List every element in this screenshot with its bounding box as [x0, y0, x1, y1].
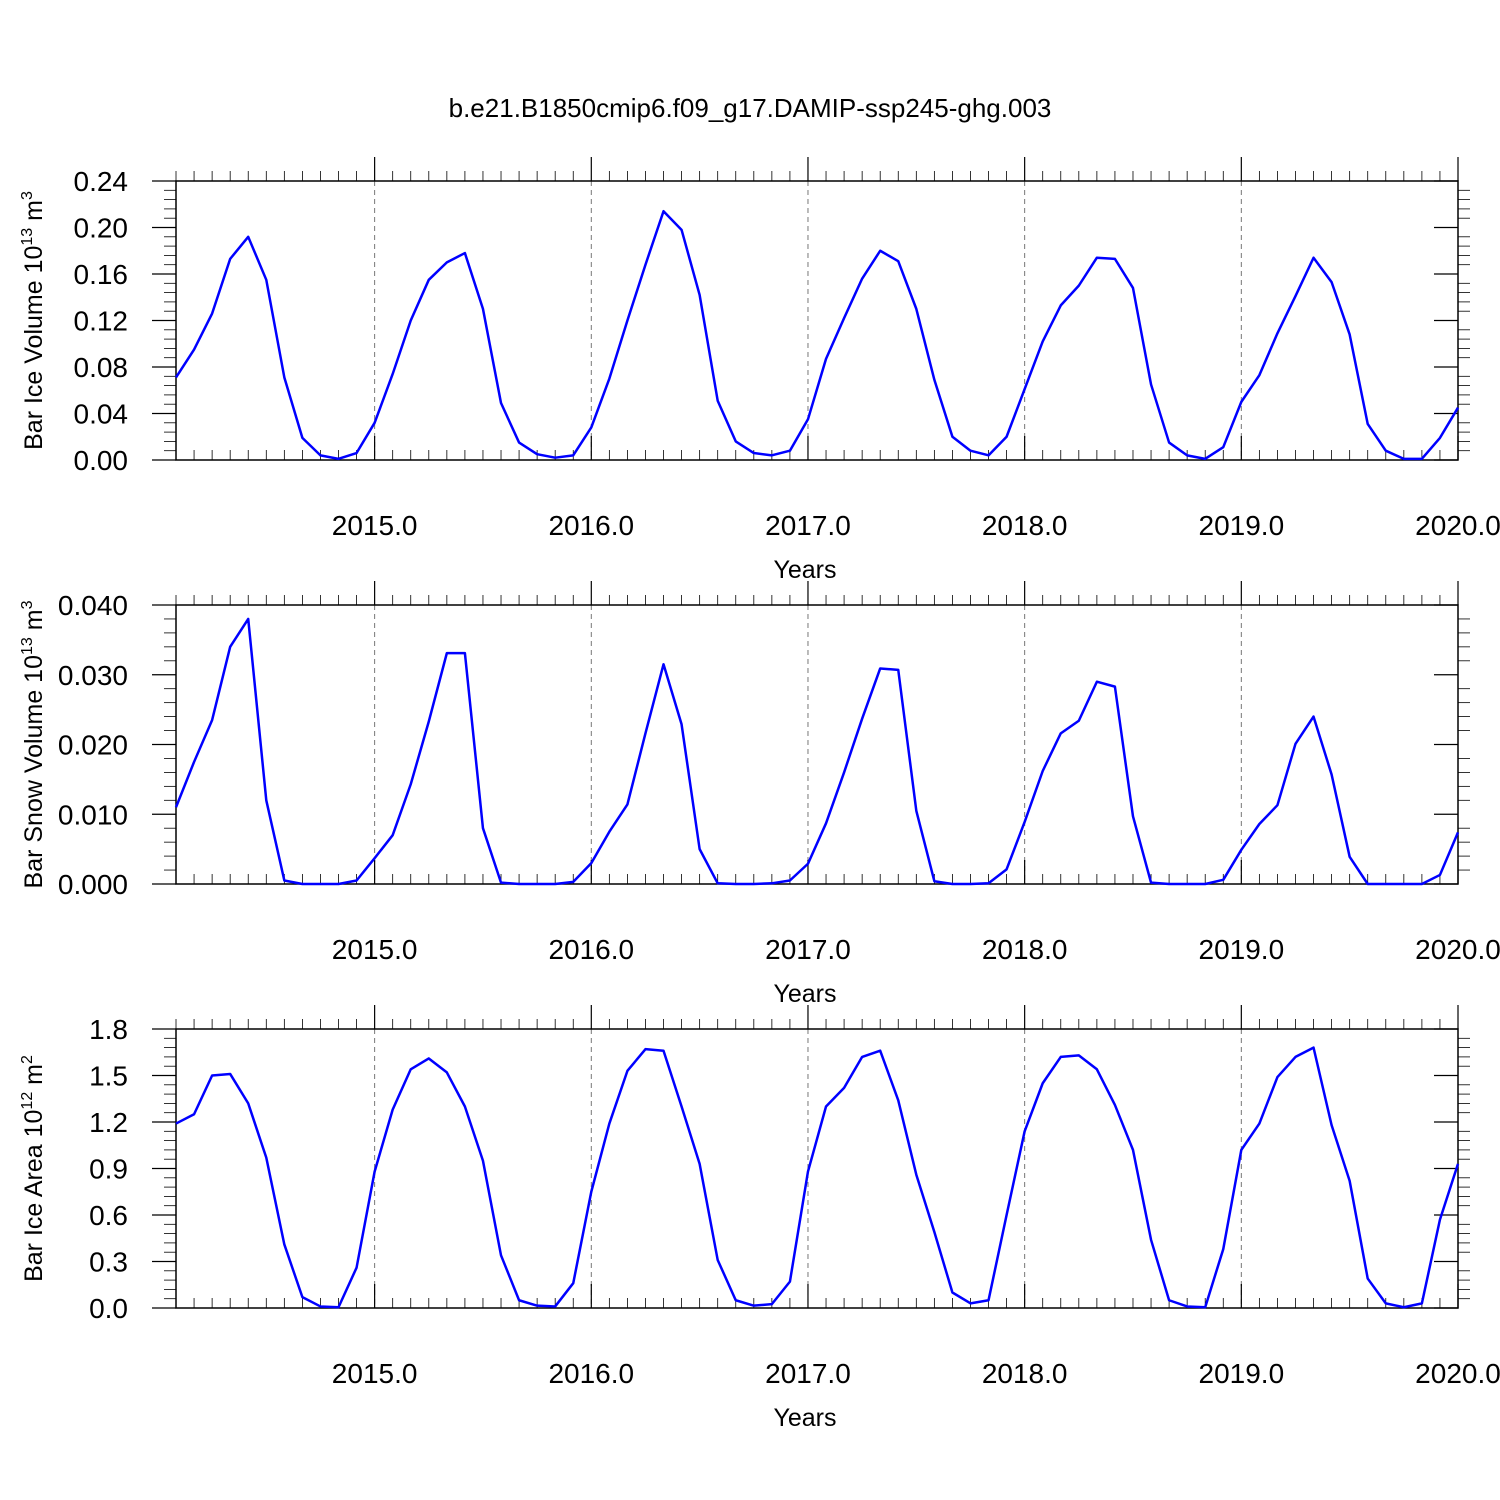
- y-tick-label: 0.000: [58, 869, 128, 900]
- x-tick-label: 2020.0: [1415, 510, 1500, 541]
- y-axis-label: Bar Snow Volume 1013 m3: [19, 600, 48, 888]
- x-tick-label: 2016.0: [548, 934, 634, 965]
- y-tick-label: 0.12: [74, 306, 129, 337]
- plot-frame: [175, 1028, 1459, 1309]
- panel-3: 2015.0 2016.0 2017.0 2018.0 2019.0 2020.0 0.0 0…: [19, 1005, 1500, 1432]
- series-line-group: [175, 1046, 1460, 1309]
- y-tick-label: 0.010: [58, 799, 128, 830]
- y-axis-label-ylabel: Bar Snow Volume 10: [20, 655, 48, 888]
- y-tick-label: 0.08: [74, 352, 129, 383]
- y-axis-label-ylabel-exp: 13: [19, 228, 36, 246]
- panel-2: 2015.0 2016.0 2017.0 2018.0 2019.0 2020.0 0.00…: [19, 581, 1500, 1008]
- y-axis-label-ylabel-unit: m: [20, 200, 48, 228]
- y-axis-label: Bar Ice Volume 1013 m3: [19, 191, 48, 450]
- y-tick-label: 0.00: [74, 445, 129, 476]
- x-tick-label: 2020.0: [1415, 934, 1500, 965]
- y-tick-label: 0.040: [58, 590, 128, 621]
- y-axis-label-ylabel-exp: 12: [19, 1092, 36, 1110]
- y-axis-label-ylabel-exp: 13: [19, 637, 36, 655]
- y-axis-label-ylabel-unit-exp: 2: [19, 1055, 36, 1064]
- y-tick-label: 1.5: [89, 1061, 128, 1092]
- x-axis-label: Years: [773, 1404, 836, 1432]
- x-tick-label: 2017.0: [765, 510, 851, 541]
- plot-frame: [175, 180, 1459, 461]
- x-tick-label: 2018.0: [982, 510, 1068, 541]
- panel-1: 2015.0 2016.0 2017.0 2018.0 2019.0 2020.0 0.00…: [19, 157, 1500, 584]
- panels: 2015.0 2016.0 2017.0 2018.0 2019.0 2020.00.00…: [19, 157, 1500, 1432]
- series-line-group: [174, 617, 1460, 886]
- x-tick-label: 2015.0: [332, 510, 418, 541]
- y-tick-label: 0.04: [74, 399, 129, 430]
- x-tick-label: 2016.0: [548, 510, 634, 541]
- y-tick-label: 1.2: [89, 1107, 128, 1138]
- x-tick-label: 2015.0: [332, 934, 418, 965]
- series-line: [174, 209, 1460, 461]
- series-line: [174, 617, 1460, 886]
- y-axis-label-ylabel-unit-exp: 3: [19, 600, 36, 609]
- x-tick-label: 2016.0: [548, 1358, 634, 1389]
- y-tick-label: 0.20: [74, 213, 129, 244]
- x-tick-label: 2018.0: [982, 1358, 1068, 1389]
- y-tick-label: 0.3: [89, 1247, 128, 1278]
- x-tick-label: 2019.0: [1199, 510, 1285, 541]
- x-tick-label: 2018.0: [982, 934, 1068, 965]
- y-tick-label: 0.24: [74, 166, 129, 197]
- y-tick-label: 0.6: [89, 1200, 128, 1231]
- y-axis-label-ylabel: Bar Ice Volume 10: [20, 246, 48, 450]
- y-axis-label-ylabel-unit: m: [20, 609, 48, 637]
- y-axis-label-ylabel: Bar Ice Area 10: [20, 1110, 48, 1282]
- y-tick-label: 1.8: [89, 1014, 128, 1045]
- y-axis-label-ylabel-unit-exp: 3: [19, 191, 36, 200]
- y-axis-label-ylabel-unit: m: [20, 1064, 48, 1092]
- x-axis-label: Years: [773, 980, 836, 1008]
- figure-title: b.e21.B1850cmip6.f09_g17.DAMIP-ssp245-gh…: [449, 93, 1052, 123]
- y-tick-label: 0.030: [58, 660, 128, 691]
- x-tick-label: 2019.0: [1199, 934, 1285, 965]
- y-tick-label: 0.0: [89, 1293, 128, 1324]
- x-tick-label: 2017.0: [765, 1358, 851, 1389]
- y-tick-label: 0.020: [58, 730, 128, 761]
- series-line-group: [174, 209, 1460, 461]
- y-tick-label: 0.16: [74, 259, 129, 290]
- series-line: [175, 1046, 1460, 1309]
- x-tick-label: 2017.0: [765, 934, 851, 965]
- x-tick-label: 2015.0: [332, 1358, 418, 1389]
- y-tick-label: 0.9: [89, 1154, 128, 1185]
- y-axis-label: Bar Ice Area 1012 m2: [19, 1055, 48, 1282]
- x-tick-label: 2019.0: [1199, 1358, 1285, 1389]
- x-tick-label: 2020.0: [1415, 1358, 1500, 1389]
- x-axis-label: Years: [773, 556, 836, 584]
